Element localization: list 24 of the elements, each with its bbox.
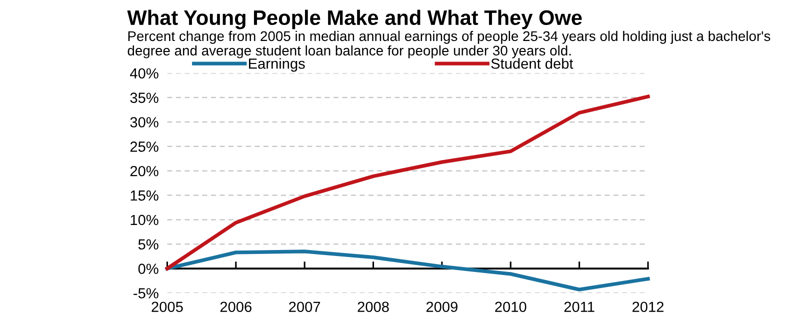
y-tick-label: 20% [130,166,158,176]
y-tick-label: 25% [130,142,158,152]
y-tick-label: -5% [134,288,158,298]
legend-label: Student debt [491,58,574,69]
x-tick-label: 2007 [289,302,320,312]
x-tick-label: 2006 [220,302,252,312]
y-tick-label: 0% [138,264,158,274]
y-tick-label: 40% [130,68,158,79]
x-tick-label: 2012 [632,302,664,312]
y-tick-label: 15% [130,190,158,201]
x-tick-label: 2009 [426,302,458,312]
line-series [165,250,650,292]
x-tick-label: 2011 [564,302,594,312]
chart-subtitle: Percent change from 2005 in median annual earnings of people 25-34 years old holding just a bachelor's degree and average student loan balance for people under 30 years old. [128,30,770,58]
y-tick-label: 30% [130,117,158,128]
x-tick-label: 2010 [495,302,526,312]
legend-label: Earnings [249,58,305,72]
chart-title: What Young People Make and What They Owe [127,10,582,30]
x-tick-label: 2008 [358,302,389,312]
y-tick-label: 10% [130,214,158,226]
x-tick-label: 2005 [152,302,183,312]
y-tick-label: 35% [130,92,158,103]
y-tick-label: 5% [138,239,158,250]
line-series [165,94,650,270]
